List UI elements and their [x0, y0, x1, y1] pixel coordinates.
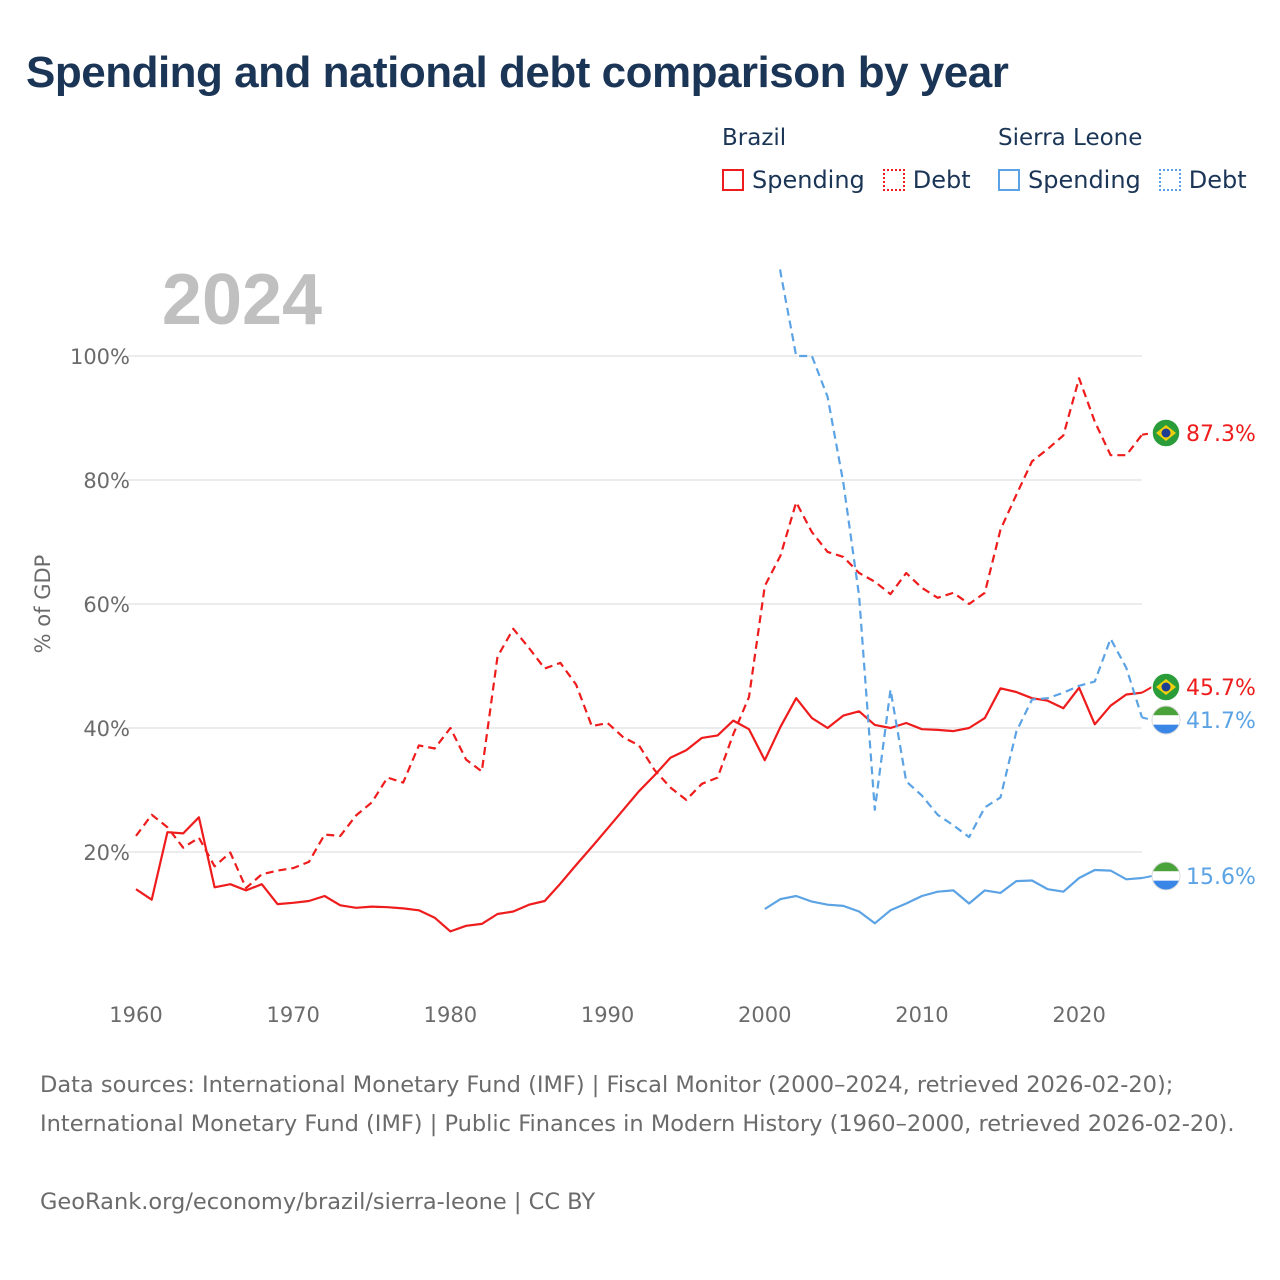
data-sources: Data sources: International Monetary Fun… [40, 1072, 1235, 1137]
axes: 20% 40% 60% 80% 100% 1960 1970 1980 1990 2000 2010… [70, 345, 1106, 1027]
end-connector [1141, 875, 1153, 880]
flag-sierra-leone-spending-icon [1151, 861, 1181, 891]
legend-item-sierra-leone-debt[interactable]: Debt [1158, 166, 1247, 194]
legend-country-sierra-leone: Sierra Leone [998, 125, 1143, 151]
series-line-brazil-spending [135, 686, 1143, 933]
y-tick-label: 100% [70, 345, 130, 369]
end-connector [1141, 432, 1153, 436]
x-tick-label: 1960 [109, 1003, 162, 1027]
series-layer [135, 268, 1144, 933]
end-label-brazil-spending: 45.7% [1186, 676, 1256, 701]
chart-plot: 2024 % of GDP 20% 40% 60% 80% 100% 1960 1970 19… [31, 260, 1256, 1027]
end-connector [1141, 686, 1153, 694]
x-tick-label: 2020 [1052, 1003, 1105, 1027]
legend-label-sierra-leone-spending: Spending [1028, 166, 1141, 194]
legend-label-brazil-debt: Debt [912, 166, 971, 194]
swatch-brazil-debt-icon [882, 169, 905, 191]
attribution-link[interactable]: GeoRank.org/economy/brazil/sierra-leone … [40, 1189, 596, 1215]
swatch-sierra-leone-spending-icon [998, 169, 1020, 191]
swatch-sierra-leone-debt-icon [1158, 169, 1181, 191]
legend-brazil: Brazil Spending Debt [722, 124, 971, 194]
chart-title: Spending and national debt comparison by… [26, 48, 1009, 97]
swatch-brazil-spending-icon [722, 169, 744, 191]
flag-brazil-spending-icon [1151, 672, 1181, 702]
y-tick-label: 40% [83, 717, 130, 741]
y-tick-label: 80% [83, 469, 130, 493]
legend-label-brazil-spending: Spending [752, 166, 865, 194]
flag-brazil-debt-icon [1151, 418, 1181, 448]
legend-label-sierra-leone-debt: Debt [1188, 166, 1247, 194]
y-tick-label: 60% [83, 593, 130, 617]
series-line-sierra-leone-spending [764, 868, 1143, 925]
legend-item-brazil-debt[interactable]: Debt [882, 166, 971, 194]
series-line-sierra-leone-debt [778, 268, 1144, 839]
y-tick-label: 20% [83, 841, 130, 865]
series-line-brazil-debt [135, 377, 1143, 890]
flag-sierra-leone-debt-icon [1151, 705, 1181, 735]
legend-country-brazil: Brazil [722, 125, 787, 151]
end-label-sierra-leone-debt: 41.7% [1186, 709, 1256, 734]
legend-sierra-leone: Sierra Leone Spending Debt [998, 124, 1247, 194]
end-labels: 45.7% 87.3% 15.6% 41.7% [1141, 418, 1256, 891]
x-tick-label: 1980 [424, 1003, 477, 1027]
legend-item-sierra-leone-spending[interactable]: Spending [998, 166, 1141, 194]
x-tick-label: 2000 [738, 1003, 791, 1027]
end-connector [1141, 716, 1153, 721]
year-watermark: 2024 [162, 260, 322, 340]
x-tick-label: 2010 [895, 1003, 948, 1027]
x-tick-label: 1990 [581, 1003, 634, 1027]
y-axis-label: % of GDP [31, 555, 55, 654]
end-label-brazil-debt: 87.3% [1186, 422, 1256, 447]
grid [128, 355, 1142, 853]
x-tick-label: 1970 [266, 1003, 319, 1027]
end-label-sierra-leone-spending: 15.6% [1186, 865, 1256, 890]
legend-item-brazil-spending[interactable]: Spending [722, 166, 865, 194]
